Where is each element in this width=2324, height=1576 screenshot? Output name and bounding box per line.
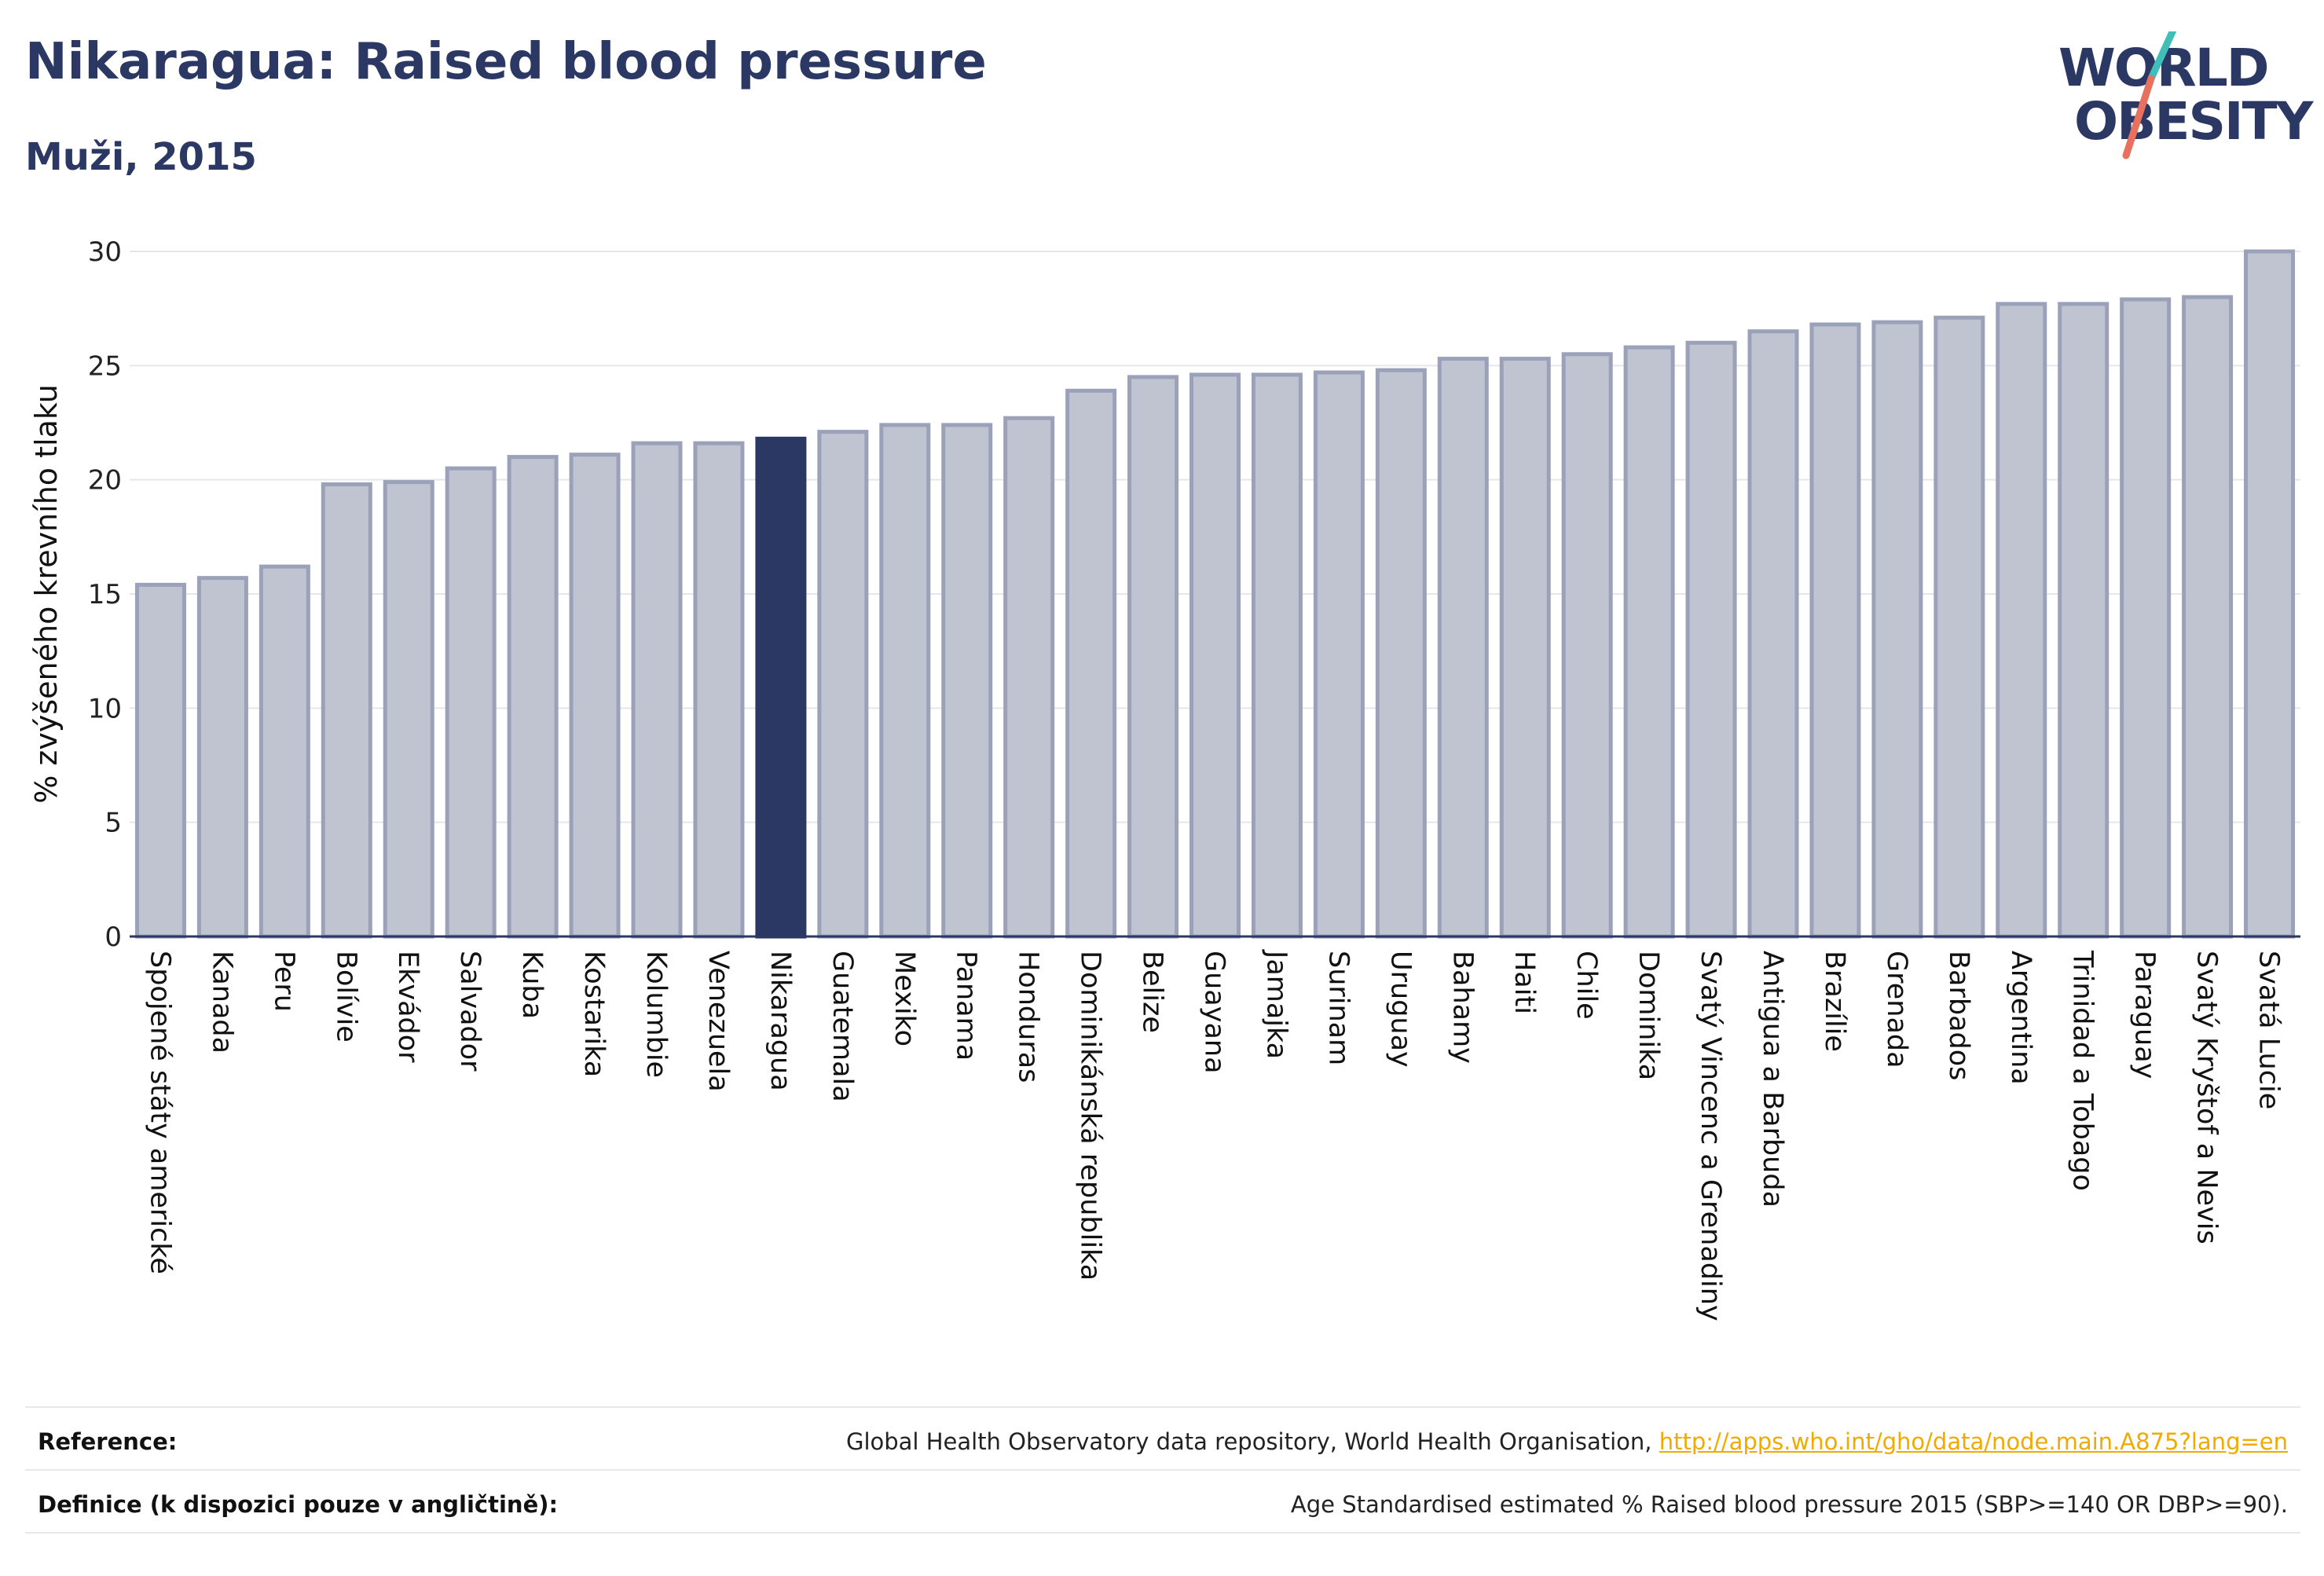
bar[interactable]: [321, 482, 372, 939]
bar[interactable]: [1127, 375, 1179, 939]
page-title: Nikaragua: Raised blood pressure: [25, 33, 987, 91]
bar[interactable]: [258, 564, 310, 939]
x-tick-label: Chile: [1571, 951, 1602, 1020]
x-tick-label: Bolívie: [330, 951, 361, 1043]
reference-row: Reference: Global Health Observatory dat…: [25, 1406, 2300, 1471]
footer-bottom-border: [25, 1532, 2300, 1534]
bar[interactable]: [1934, 315, 1985, 939]
bar[interactable]: [383, 480, 434, 939]
page-subtitle: Muži, 2015: [25, 135, 257, 179]
x-tick-label: Jamajka: [1260, 949, 1292, 1059]
x-tick-label: Paraguay: [2129, 951, 2161, 1079]
y-tick-label: 15: [88, 579, 122, 610]
bar[interactable]: [879, 423, 931, 939]
x-tick-label: Argentina: [2005, 951, 2036, 1085]
bar[interactable]: [1871, 320, 1923, 939]
reference-label: Reference:: [38, 1428, 178, 1455]
y-tick-label: 0: [104, 922, 122, 953]
reference-text: Global Health Observatory data repositor…: [845, 1428, 1659, 1455]
y-tick-label: 5: [104, 808, 122, 839]
x-axis-labels: Spojené státy americké Kanada Peru Bolívie E…: [144, 949, 2284, 1321]
y-tick-label: 30: [88, 236, 122, 268]
x-tick-label: Guatemala: [827, 951, 858, 1102]
bar[interactable]: [1623, 345, 1675, 939]
y-axis-ticks: 0 5 10 15 20 25 30: [88, 236, 122, 953]
bar[interactable]: [1437, 357, 1489, 939]
x-tick-label: Nikaragua: [764, 951, 796, 1091]
bar[interactable]: [1685, 340, 1737, 939]
x-tick-label: Svatá Lucie: [2253, 951, 2285, 1109]
x-tick-label: Salvador: [454, 951, 486, 1072]
x-tick-label: Kanada: [206, 951, 237, 1054]
bar[interactable]: [2182, 295, 2234, 939]
bar[interactable]: [445, 466, 497, 939]
bar[interactable]: [2058, 302, 2110, 939]
x-tick-label: Ekvádor: [392, 951, 423, 1063]
x-tick-label: Dominikánská republika: [1075, 951, 1106, 1281]
world-obesity-logo[interactable]: WORLD OBESITY: [2051, 31, 2313, 165]
reference-link[interactable]: http://apps.who.int/gho/data/node.main.A…: [1659, 1428, 2288, 1455]
bar[interactable]: [1189, 372, 1241, 939]
bar[interactable]: [2120, 297, 2172, 939]
x-tick-label: Venezuela: [702, 951, 734, 1092]
x-tick-label: Haiti: [1508, 951, 1540, 1014]
bar[interactable]: [1747, 329, 1799, 939]
x-tick-label: Dominika: [1633, 951, 1664, 1080]
bar[interactable]: [1003, 416, 1055, 939]
y-tick-label: 20: [88, 465, 122, 497]
definition-value: Age Standardised estimated % Raised bloo…: [1290, 1491, 2288, 1518]
bar[interactable]: [1996, 302, 2047, 939]
bar[interactable]: [755, 436, 807, 939]
definition-row: Definice (k dispozici pouze v angličtině…: [25, 1469, 2300, 1534]
bar[interactable]: [1499, 357, 1551, 939]
x-tick-label: Kuba: [516, 951, 548, 1019]
x-tick-label: Antigua a Barbuda: [1757, 951, 1788, 1208]
bar[interactable]: [1313, 370, 1365, 939]
x-tick-label: Svatý Vincenc a Grenadiny: [1695, 951, 1726, 1321]
bar[interactable]: [693, 441, 745, 939]
x-tick-label: Barbados: [1943, 951, 1974, 1080]
x-tick-label: Kostarika: [578, 951, 610, 1077]
x-tick-label: Peru: [268, 951, 299, 1012]
bar[interactable]: [196, 576, 248, 939]
x-tick-label: Honduras: [1013, 951, 1044, 1083]
bar[interactable]: [134, 582, 186, 939]
reference-value: Global Health Observatory data repositor…: [846, 1428, 2288, 1455]
x-tick-label: Svatý Kryštof a Nevis: [2191, 951, 2223, 1244]
bar[interactable]: [631, 441, 683, 939]
logo-slash-icon: [2122, 31, 2177, 159]
bar[interactable]: [569, 453, 621, 939]
bars: [134, 249, 2296, 939]
x-tick-label: Surinam: [1322, 951, 1354, 1065]
x-tick-label: Belize: [1137, 951, 1168, 1033]
logo-line-2: OBESITY: [2074, 91, 2313, 152]
x-tick-label: Brazílie: [1819, 951, 1850, 1052]
x-tick-label: Panama: [951, 951, 982, 1061]
y-tick-label: 25: [88, 350, 122, 382]
x-tick-label: Trinidad a Tobago: [2067, 950, 2099, 1191]
bar[interactable]: [507, 455, 559, 939]
x-tick-label: Uruguay: [1384, 951, 1416, 1068]
x-tick-label: Grenada: [1881, 951, 1912, 1068]
bar[interactable]: [1251, 372, 1303, 939]
x-tick-label: Bahamy: [1446, 951, 1478, 1064]
bar[interactable]: [1065, 388, 1117, 939]
x-tick-label: Mexiko: [889, 951, 920, 1046]
bar[interactable]: [1809, 322, 1861, 939]
y-axis-label: % zvýšeného krevního tlaku: [29, 384, 64, 804]
bar[interactable]: [1375, 368, 1427, 939]
definition-label: Definice (k dispozici pouze v angličtině…: [38, 1491, 559, 1518]
bar[interactable]: [1561, 352, 1613, 939]
y-tick-label: 10: [88, 693, 122, 724]
bar-chart: 0 5 10 15 20 25 30 Spojené státy americké Kanad…: [29, 236, 2300, 1321]
bar[interactable]: [941, 423, 993, 939]
x-tick-label: Guayana: [1199, 951, 1230, 1074]
bar[interactable]: [817, 430, 869, 939]
x-tick-label: Kolumbie: [640, 951, 672, 1078]
x-tick-label: Spojené státy americké: [144, 951, 175, 1274]
bar[interactable]: [2244, 249, 2296, 939]
